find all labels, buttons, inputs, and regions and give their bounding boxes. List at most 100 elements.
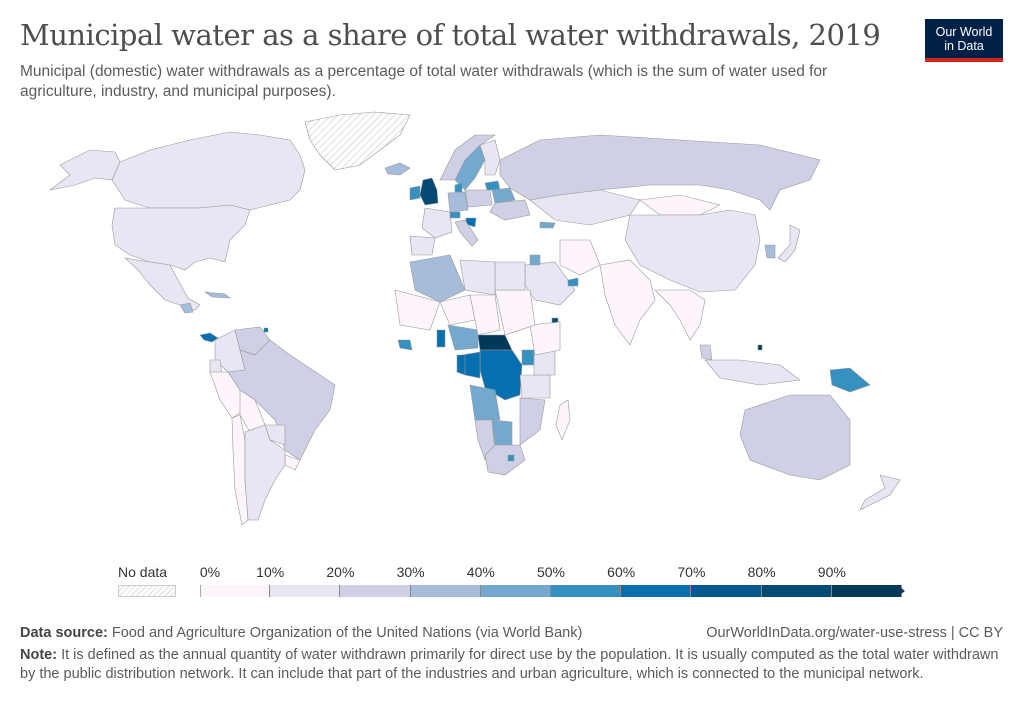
country-south-korea[interactable] xyxy=(764,244,776,259)
source-url-link[interactable]: OurWorldInData.org/water-use-stress | CC… xyxy=(706,625,1003,641)
legend-bin-90-100pct[interactable] xyxy=(831,585,902,597)
country-libya[interactable] xyxy=(459,259,496,296)
country-cuba[interactable] xyxy=(203,291,231,299)
country-new-zealand[interactable] xyxy=(859,474,901,511)
country-georgia[interactable] xyxy=(539,221,556,229)
country-france[interactable] xyxy=(421,207,453,239)
note-label: Note: xyxy=(20,647,58,663)
country-southeast-asia-mainland[interactable] xyxy=(654,289,706,341)
country-belarus[interactable] xyxy=(491,187,516,204)
chart-title: Municipal water as a share of total wate… xyxy=(20,18,881,52)
legend-tick-label: 90% xyxy=(817,564,846,580)
country-australia[interactable] xyxy=(739,394,851,481)
country-dr-congo[interactable] xyxy=(479,349,523,401)
country-ethiopia[interactable] xyxy=(529,321,561,356)
legend-tick-label: 20% xyxy=(326,564,355,580)
country-central-african-republic[interactable] xyxy=(477,334,513,351)
country-japan[interactable] xyxy=(777,224,801,263)
country-brazil[interactable] xyxy=(227,339,336,461)
legend-bin-80-90pct[interactable] xyxy=(761,585,832,597)
legend-tick-label: 10% xyxy=(256,564,285,580)
country-alaska-us[interactable] xyxy=(49,149,121,191)
country-spain[interactable] xyxy=(409,235,436,256)
legend-bin-60-70pct[interactable] xyxy=(621,585,692,597)
country-benin[interactable] xyxy=(436,329,446,348)
legend-bin-30-40pct[interactable] xyxy=(410,585,481,597)
legend-tick-label: 40% xyxy=(466,564,495,580)
country-canada[interactable] xyxy=(111,131,306,211)
country-uae[interactable] xyxy=(567,277,579,287)
country-guatemala[interactable] xyxy=(179,302,194,314)
country-south-africa[interactable] xyxy=(484,444,526,476)
country-mongolia[interactable] xyxy=(639,194,721,216)
legend-bin-0-10pct[interactable] xyxy=(200,585,271,597)
legend-tick-label: 30% xyxy=(396,564,425,580)
country-liberia[interactable] xyxy=(397,339,413,351)
color-legend: No data 0% 10% 20% 30% 40% 50% 60% 70% 80% 90% xyxy=(110,562,930,607)
country-jordan[interactable] xyxy=(529,254,541,266)
data-source: Data source: Food and Agriculture Organi… xyxy=(20,625,582,641)
legend-tick-label: 80% xyxy=(747,564,776,580)
source-label: Data source: xyxy=(20,625,108,641)
country-kazakhstan[interactable] xyxy=(529,189,641,226)
country-ukraine[interactable] xyxy=(489,199,531,221)
country-greenland[interactable] xyxy=(304,111,411,171)
legend-bin-70-80pct[interactable] xyxy=(691,585,762,597)
country-germany[interactable] xyxy=(447,191,469,213)
country-brunei[interactable] xyxy=(757,344,763,351)
country-algeria[interactable] xyxy=(409,254,466,303)
source-text: Food and Agriculture Organization of the… xyxy=(111,625,583,641)
country-mexico[interactable] xyxy=(124,257,201,311)
legend-tick-label: 70% xyxy=(677,564,706,580)
owid-logo[interactable]: Our World in Data xyxy=(925,19,1003,62)
country-papua-new-guinea[interactable] xyxy=(829,367,871,393)
legend-bin-10-20pct[interactable] xyxy=(270,585,341,597)
country-trinidad-and-tobago[interactable] xyxy=(263,327,269,333)
country-nigeria[interactable] xyxy=(447,324,479,351)
country-mozambique[interactable] xyxy=(519,397,546,446)
world-map xyxy=(49,111,901,526)
country-gabon[interactable] xyxy=(456,354,466,376)
country-united-states[interactable] xyxy=(111,204,251,271)
country-norway[interactable] xyxy=(439,134,496,181)
chart-note: Note: It is defined as the annual quanti… xyxy=(20,646,1005,684)
country-sudan[interactable] xyxy=(494,289,536,336)
country-finland[interactable] xyxy=(479,139,501,176)
country-poland[interactable] xyxy=(464,189,493,208)
country-tanzania[interactable] xyxy=(519,374,551,399)
country-italy[interactable] xyxy=(454,219,479,247)
country-india[interactable] xyxy=(599,259,656,346)
country-egypt[interactable] xyxy=(494,261,526,291)
country-switzerland[interactable] xyxy=(449,211,461,219)
legend-tick-label: 50% xyxy=(536,564,566,580)
country-iceland[interactable] xyxy=(384,162,411,176)
country-madagascar[interactable] xyxy=(555,399,571,441)
legend-tick-label: 0% xyxy=(199,564,221,580)
country-malaysia[interactable] xyxy=(699,344,713,361)
legend-bin-20-30pct[interactable] xyxy=(340,585,411,597)
chart-subtitle: Municipal (domestic) water withdrawals a… xyxy=(20,63,828,100)
country-ireland[interactable] xyxy=(409,185,421,201)
country-uganda[interactable] xyxy=(521,349,535,366)
legend-bin-40-50pct[interactable] xyxy=(480,585,551,597)
legend-bin-50-60pct[interactable] xyxy=(551,585,622,597)
logo-line-2: in Data xyxy=(944,39,984,53)
country-iran[interactable] xyxy=(559,239,601,276)
country-botswana[interactable] xyxy=(491,419,513,446)
note-text: It is defined as the annual quantity of … xyxy=(20,647,999,682)
legend-tick-label: 60% xyxy=(607,564,636,580)
legend-arrow-icon xyxy=(897,585,905,597)
country-united-kingdom[interactable] xyxy=(419,177,439,206)
country-lesotho[interactable] xyxy=(507,454,515,462)
legend-no-data-label: No data xyxy=(118,564,168,580)
country-mali[interactable] xyxy=(394,289,441,331)
country-chad[interactable] xyxy=(469,294,501,336)
country-lithuania[interactable] xyxy=(484,180,501,191)
country-indonesia[interactable] xyxy=(704,359,801,386)
legend-no-data-swatch xyxy=(118,585,176,597)
country-china[interactable] xyxy=(624,209,761,293)
country-denmark[interactable] xyxy=(454,182,463,193)
country-argentina[interactable] xyxy=(244,424,286,521)
country-angola[interactable] xyxy=(469,384,501,421)
logo-line-1: Our World xyxy=(935,25,993,39)
